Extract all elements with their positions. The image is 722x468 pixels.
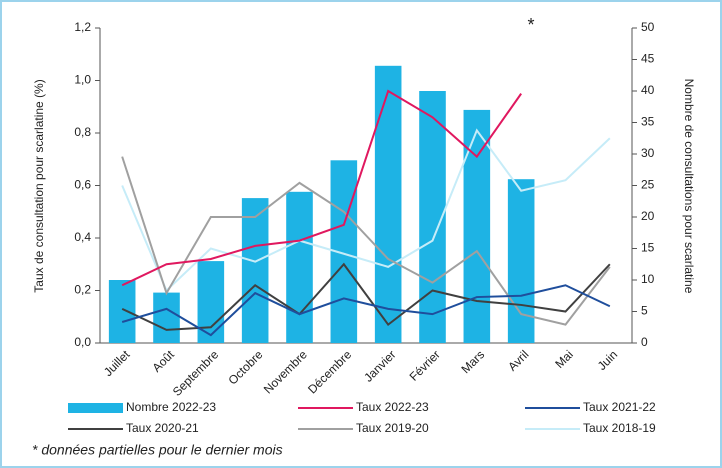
y2-tick-label: 10 [641,272,655,286]
line [121,128,611,293]
y2-tick-label: 45 [641,52,655,66]
y2-tick-label: 20 [641,209,655,223]
y2-tick-label: 35 [641,115,655,129]
bar [241,198,269,343]
legend-label: Taux 2020-21 [126,421,199,435]
y2-tick-label: 40 [641,83,655,97]
y-tick-label: 0,8 [74,125,91,139]
legend-label: Taux 2018-19 [583,421,656,435]
bar [108,280,136,343]
y-tick-label: 0,2 [74,283,91,297]
y-tick-label: 0,0 [74,335,91,349]
y-tick-label: 0,4 [74,230,91,244]
y2-tick-label: 15 [641,241,655,255]
bar [286,191,313,343]
y-axis-label: Taux de consultation pour scarlatine (%) [32,79,46,292]
y2-tick-label: 25 [641,178,655,192]
y-tick-label: 1,2 [74,20,91,34]
legend-label: Nombre 2022-23 [126,400,216,414]
line [121,284,611,337]
legend-label: Taux 2019-20 [356,421,429,435]
y-tick-label: 0,6 [74,178,91,192]
y2-axis-label: Nombre de consultations pour scarlatine [682,79,696,294]
bar [507,179,535,343]
bar [374,65,402,344]
legend-label: Taux 2022-23 [356,400,429,414]
line [121,89,522,287]
line [121,156,611,326]
annotation: * [527,15,534,35]
y-tick-label: 1,0 [74,73,91,87]
legend-swatch [68,403,123,413]
y2-tick-label: 50 [641,20,655,34]
y2-tick-label: 0 [641,335,648,349]
footnote: * données partielles pour le dernier moi… [32,442,283,458]
y2-tick-label: 30 [641,146,655,160]
y2-tick-label: 5 [641,304,648,318]
line [121,262,611,331]
bar [153,292,180,343]
legend-label: Taux 2021-22 [583,400,656,414]
